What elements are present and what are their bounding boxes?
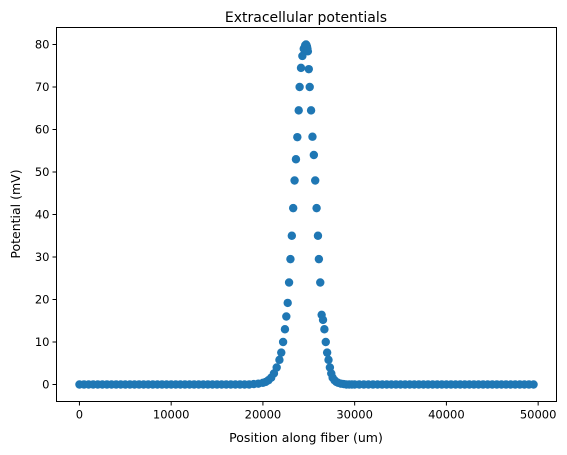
x-axis-label: Position along fiber (um) (229, 430, 383, 445)
data-point (298, 51, 307, 61)
data-point (313, 231, 323, 240)
data-point (304, 64, 313, 74)
data-point (321, 337, 330, 347)
data-point (308, 132, 317, 141)
plot-frame (56, 27, 557, 402)
data-point (288, 203, 298, 213)
data-point (290, 176, 299, 185)
data-point (287, 231, 297, 240)
x-tick-label: 50000 (520, 408, 557, 422)
data-point (303, 47, 313, 56)
data-point (314, 254, 324, 264)
y-tick-label: 40 (35, 208, 50, 222)
data-point (296, 63, 306, 73)
data-point (280, 325, 290, 334)
data-point (275, 355, 284, 365)
y-tick-label: 50 (35, 165, 50, 179)
data-point (295, 82, 304, 92)
data-point (322, 348, 332, 357)
y-tick-label: 60 (35, 123, 50, 137)
data-point (277, 348, 286, 357)
data-point (316, 278, 325, 287)
data-point (294, 106, 303, 115)
chart-title: Extracellular potentials (225, 10, 387, 26)
points-layer (75, 40, 538, 389)
data-point (284, 278, 294, 287)
data-point (282, 312, 291, 321)
y-tick-label: 10 (35, 335, 50, 349)
y-tick-label: 30 (35, 250, 50, 264)
data-point (324, 355, 333, 365)
data-point (272, 363, 281, 372)
data-point (293, 132, 302, 142)
x-tick-label: 40000 (428, 408, 465, 422)
x-tick-label: 0 (76, 408, 83, 422)
data-point (291, 155, 301, 164)
y-tick-label: 80 (35, 38, 50, 52)
x-tick-label: 10000 (153, 408, 190, 422)
ticks-layer: 0 10000 20000 30000 40000 50000 0 10 20 30 40 50 60 7… (35, 38, 557, 422)
data-point (283, 298, 292, 308)
y-axis-label: Potential (mV) (8, 169, 23, 258)
data-point (278, 337, 288, 347)
data-point (286, 254, 295, 264)
x-tick-label: 20000 (245, 408, 282, 422)
y-tick-label: 0 (42, 378, 49, 392)
y-tick-label: 20 (35, 293, 50, 307)
x-tick-label: 30000 (336, 408, 373, 422)
data-point (318, 315, 328, 325)
data-point (529, 380, 538, 389)
data-point (309, 150, 319, 160)
data-point (311, 176, 320, 185)
data-point (320, 325, 329, 334)
data-point (306, 106, 316, 115)
data-point (305, 82, 314, 92)
y-tick-label: 70 (35, 80, 50, 94)
data-point (312, 203, 321, 213)
